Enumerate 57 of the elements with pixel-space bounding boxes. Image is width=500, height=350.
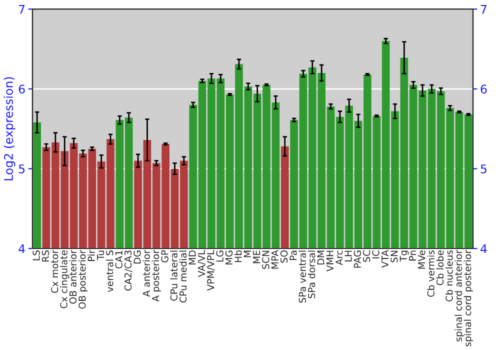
x-tick-label: M bbox=[244, 250, 251, 258]
x-tick-label: LH bbox=[344, 250, 352, 262]
x-tick-label: VTA bbox=[382, 250, 388, 268]
x-tick-label: Cb lobe bbox=[436, 250, 444, 286]
x-tick-label: Tg bbox=[400, 250, 409, 262]
x-tick-label: Cx motor bbox=[51, 250, 58, 293]
x-tick-label: RS bbox=[42, 250, 50, 262]
x-tick-label: ventral S bbox=[106, 250, 114, 292]
x-tick-label: spinal cord anterior bbox=[454, 250, 464, 342]
x-tick-label: MPA bbox=[271, 250, 278, 269]
x-tick-label: VA/VL bbox=[198, 250, 206, 278]
y2-tick-label: 7 bbox=[480, 4, 486, 14]
x-tick-label: A anterior bbox=[142, 250, 150, 297]
x-tick-label: CA2/CA3 bbox=[124, 250, 132, 291]
x-tick-label: Tu bbox=[97, 250, 104, 260]
y2-tick-label: 5 bbox=[480, 164, 486, 174]
x-tick-label: IC bbox=[372, 250, 380, 258]
x-tick-label: A posterior bbox=[152, 250, 161, 302]
x-tick-label: ME bbox=[253, 250, 260, 264]
x-tick-label: SN bbox=[390, 250, 398, 262]
y2-tick-label: 6 bbox=[480, 84, 487, 94]
x-tick-label: GP bbox=[161, 250, 168, 262]
y-tick-label: 6 bbox=[18, 84, 25, 94]
x-tick-label: MVe bbox=[418, 250, 426, 269]
x-tick-label: LG bbox=[216, 250, 224, 262]
x-tick-label: VPM/VPL bbox=[207, 250, 215, 291]
x-tick-label: Cb vermis bbox=[427, 250, 434, 297]
x-tick-label: SO bbox=[280, 250, 288, 263]
x-tick-label: Pn bbox=[409, 250, 416, 260]
x-tick-label: MG bbox=[225, 250, 233, 264]
x-tick-label: SPa ventral bbox=[298, 250, 306, 303]
x-tick-label: Pa bbox=[290, 250, 297, 260]
x-tick-label: SCN bbox=[262, 250, 270, 269]
x-tick-label: Pir bbox=[88, 250, 95, 261]
y-tick-label: 4 bbox=[18, 244, 25, 253]
x-tick-label: LS bbox=[32, 250, 40, 260]
x-tick-label: VMH bbox=[326, 250, 334, 272]
x-tick-label: Cx cingulate bbox=[60, 250, 70, 308]
x-tick-label: SC bbox=[363, 250, 370, 262]
x-tick-label: DG bbox=[134, 250, 141, 264]
x-tick-label: CPu lateral bbox=[170, 250, 178, 301]
x-tick-label: PAG bbox=[354, 250, 362, 268]
x-tick-label: MD bbox=[188, 250, 196, 264]
x-tick-label: spinal cord posterior bbox=[464, 250, 473, 346]
x-tick-label: OB posterior bbox=[78, 250, 88, 309]
x-tick-label: Hb bbox=[234, 250, 242, 262]
y-tick-label: 5 bbox=[18, 164, 25, 174]
x-tick-label: CPu medial bbox=[179, 250, 187, 303]
x-tick-label: CA1 bbox=[115, 250, 122, 268]
x-tick-label: Arc bbox=[336, 250, 343, 266]
x-tick-label: Cb nucleus bbox=[445, 250, 453, 302]
y-tick-label: 7 bbox=[19, 4, 25, 14]
y2-tick-label: 4 bbox=[480, 244, 487, 253]
x-tick-label: OB anterior bbox=[69, 250, 77, 304]
x-tick-label: DM bbox=[317, 250, 324, 264]
y-axis-title: Log2 (expression) bbox=[4, 77, 16, 180]
x-tick-label: SPa dorsal bbox=[308, 250, 316, 298]
